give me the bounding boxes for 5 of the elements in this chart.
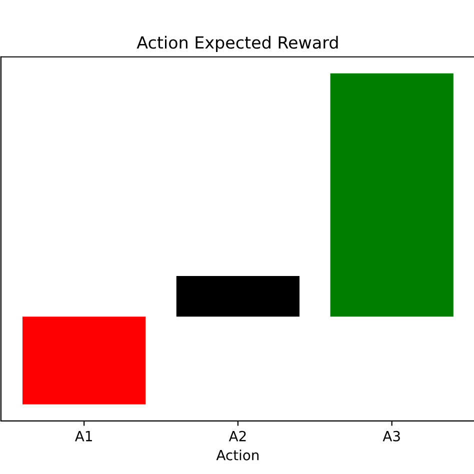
chart-title: Action Expected Reward <box>136 36 338 52</box>
x-axis-title: Action <box>216 450 259 460</box>
x-tick-label: A2 <box>228 430 246 442</box>
x-tick-label: A1 <box>74 431 92 442</box>
x-tick-label: A3 <box>382 430 400 442</box>
